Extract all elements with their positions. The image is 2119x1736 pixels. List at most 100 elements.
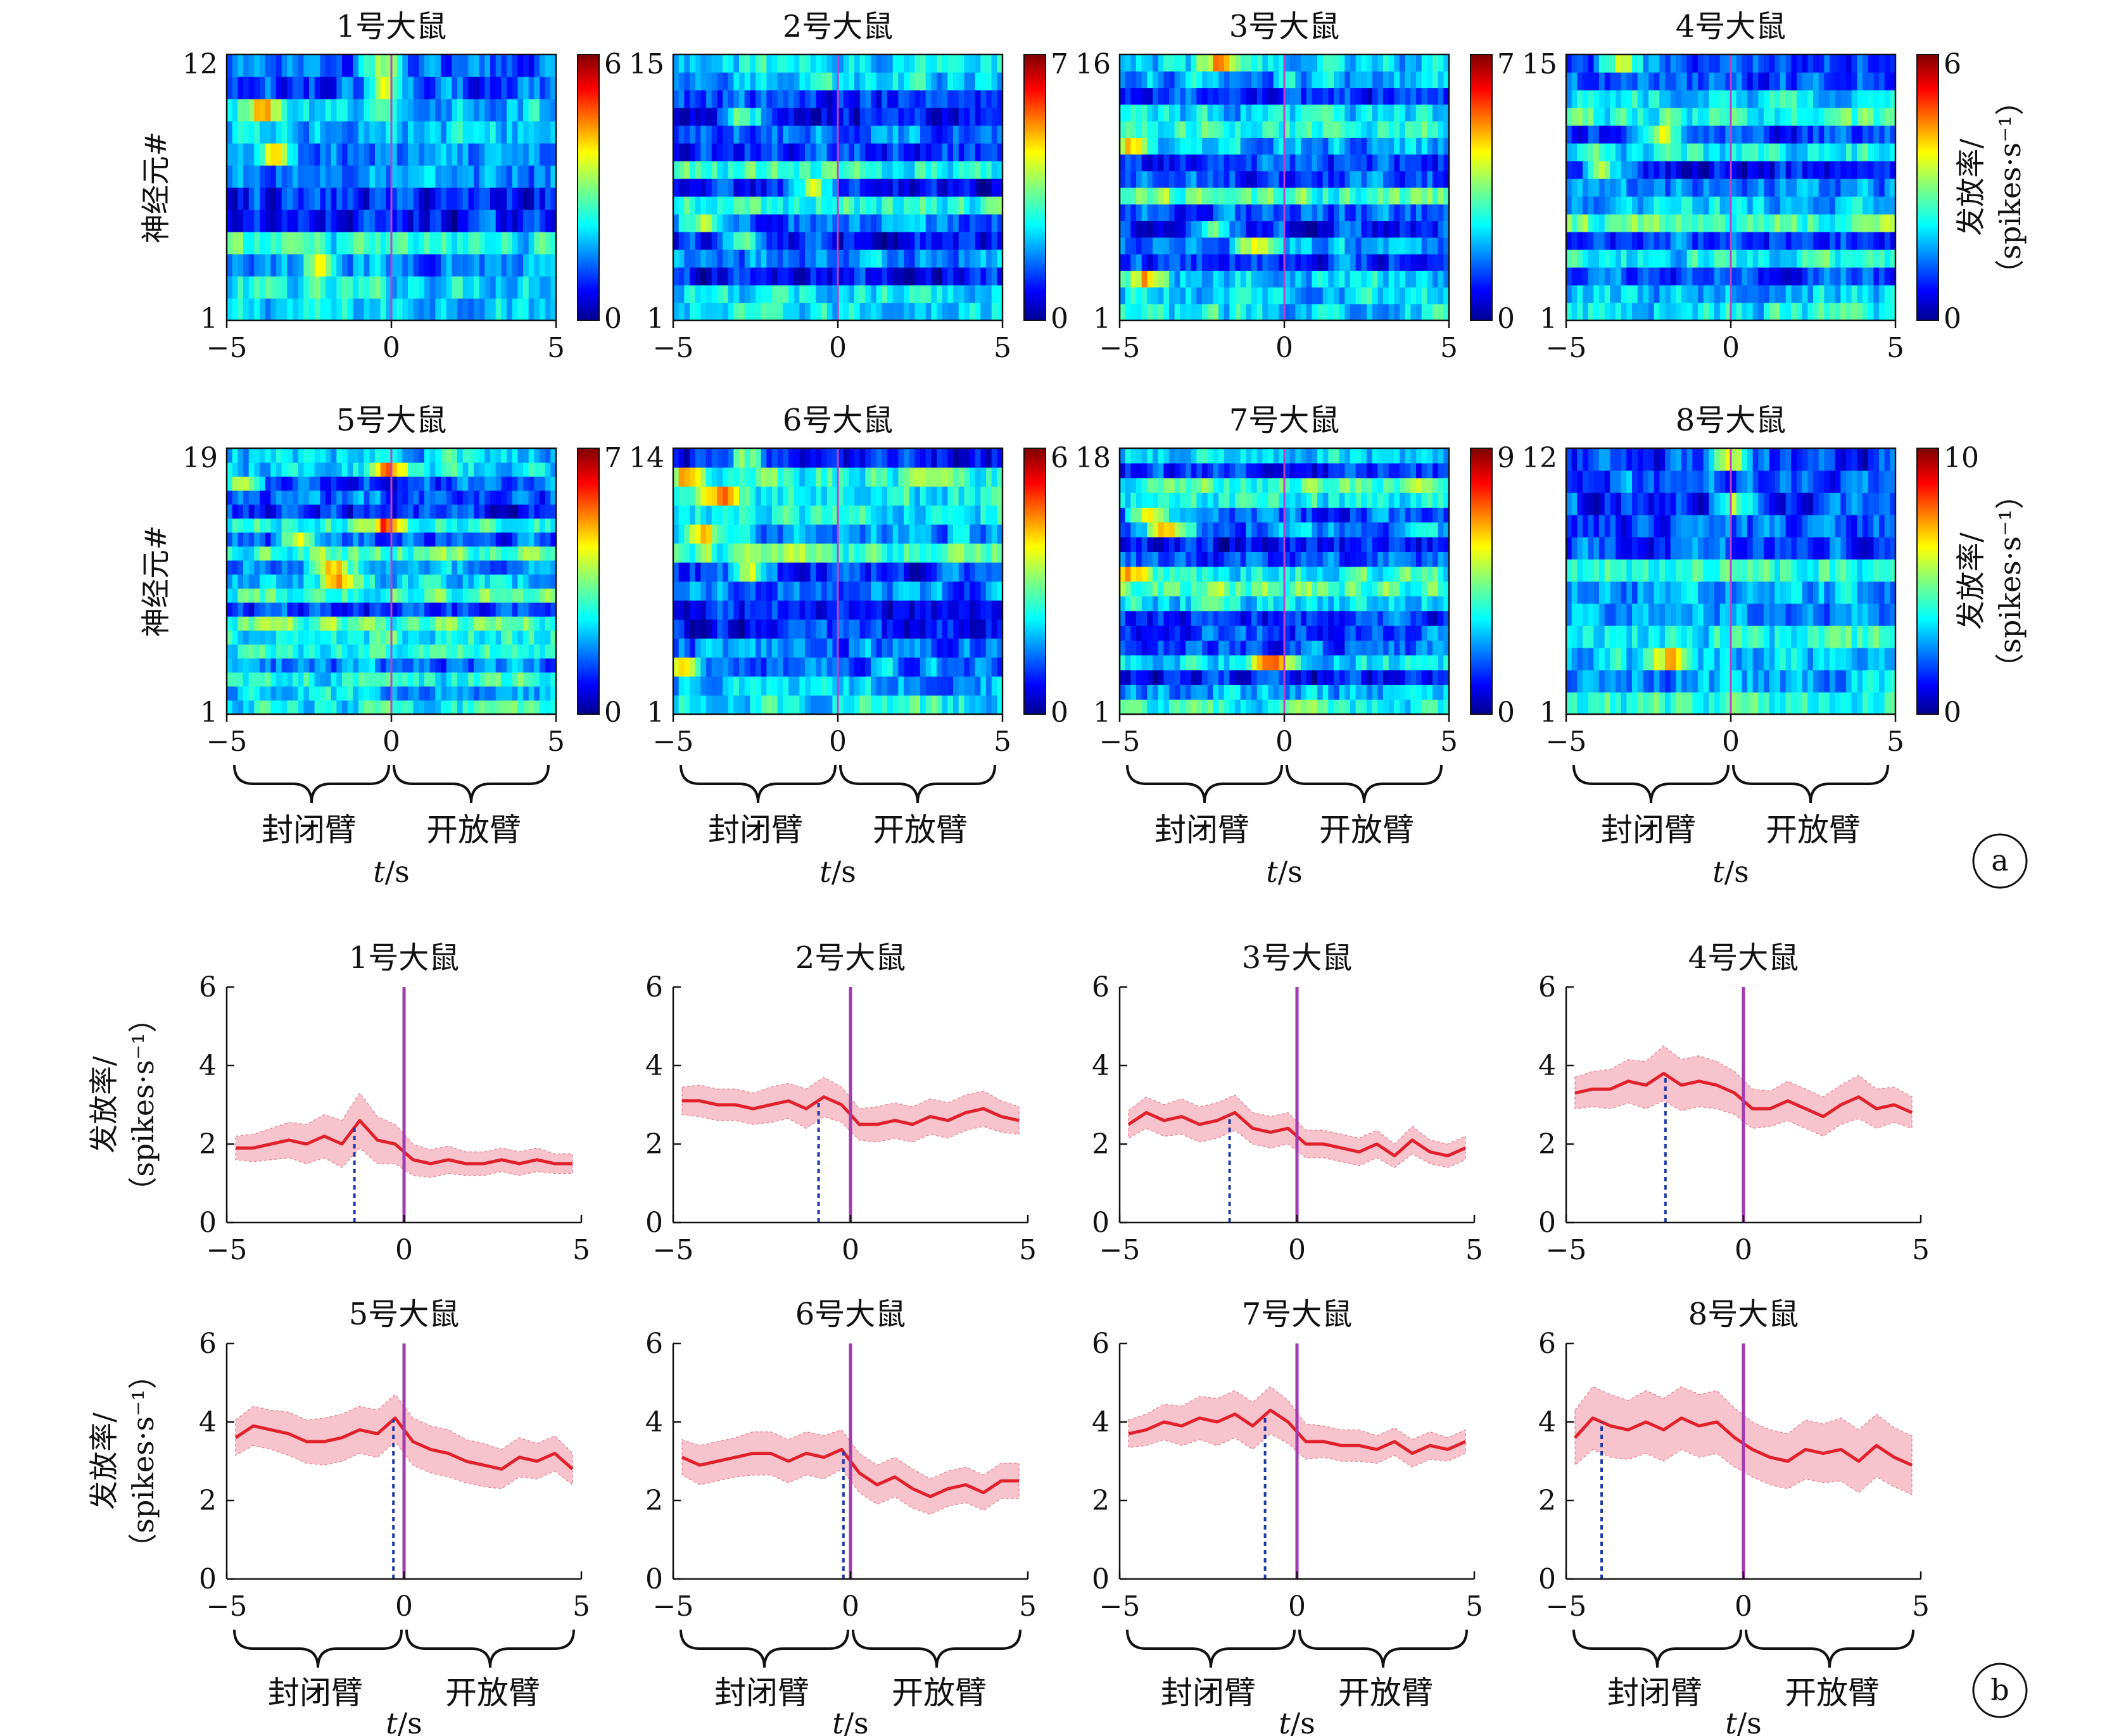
colorbar-min-label: 0 (604, 696, 622, 729)
heatmap-cell (474, 462, 480, 477)
heatmap-cell (457, 276, 464, 299)
heatmap-cell (838, 657, 844, 677)
heatmap-cell (805, 285, 811, 303)
heatmap-cell (1180, 170, 1186, 188)
heatmap-cell (1731, 303, 1737, 321)
heatmap-cell (1785, 143, 1792, 161)
heatmap-cell (1659, 143, 1666, 161)
heatmap-cell (1648, 249, 1655, 268)
heatmap-cell (1807, 232, 1814, 250)
heatmap-cell (540, 588, 546, 603)
heatmap-cell (1163, 170, 1170, 188)
heatmap-cell (1863, 90, 1869, 108)
heatmap-cell (1665, 143, 1671, 161)
heatmap-cell (799, 232, 806, 250)
heatmap-cell (358, 77, 365, 99)
heatmap-cell (545, 99, 551, 122)
heatmap-cell (474, 658, 480, 673)
heatmap-cell (1802, 267, 1808, 286)
heatmap-cell (490, 700, 497, 715)
heatmap-cell (1616, 90, 1622, 108)
heatmap-cell (1818, 303, 1825, 321)
heatmap-cell (523, 574, 529, 589)
heatmap-cell (1388, 87, 1395, 105)
heatmap-cell (673, 267, 680, 286)
heatmap-cell (512, 672, 518, 687)
heatmap-cell (1289, 121, 1296, 138)
heatmap-cell (1405, 270, 1411, 288)
heatmap-cell (838, 303, 844, 321)
heatmap-cell (1752, 125, 1759, 144)
heatmap-cell (1174, 287, 1180, 305)
heatmap-cell (756, 676, 762, 696)
heatmap-cell (1879, 267, 1885, 286)
heatmap-cell (1246, 270, 1252, 288)
heatmap-cell (1169, 54, 1175, 72)
heatmap-cell (248, 490, 255, 505)
heatmap-cell (997, 90, 1003, 108)
heatmap-cell (783, 125, 789, 144)
heatmap-cell (512, 54, 518, 77)
heatmap-cell (1262, 137, 1268, 155)
heatmap-cell (1632, 125, 1638, 144)
heatmap-cell (723, 179, 729, 197)
heatmap-cell (540, 476, 546, 491)
heatmap-cell (309, 121, 315, 144)
heatmap-cell (1884, 161, 1890, 179)
heatmap-cell (826, 638, 833, 658)
heatmap-cell (468, 448, 474, 463)
heatmap-cell (1868, 303, 1874, 321)
heatmap-cell (1289, 71, 1296, 89)
heatmap-cell (1207, 237, 1213, 255)
heatmap-cell (320, 54, 326, 77)
heatmap-cell (1758, 90, 1764, 108)
heatmap-cell (474, 616, 480, 631)
heatmap-cell (243, 99, 250, 122)
heatmap-cell (369, 298, 376, 321)
heatmap-cell (457, 686, 464, 701)
heatmap-cell (849, 196, 855, 215)
heatmap-cell (375, 602, 381, 617)
heatmap-cell (287, 298, 293, 321)
heatmap-cell (287, 187, 293, 210)
heatmap-cell (1610, 90, 1616, 108)
heatmap-cell (495, 602, 502, 617)
heatmap-cell (375, 616, 381, 631)
heatmap-cell (816, 232, 822, 250)
heatmap-cell (1130, 303, 1137, 321)
heatmap-cell (1229, 303, 1236, 321)
heatmap-cell (1240, 187, 1246, 204)
heatmap-cell (1224, 121, 1230, 138)
heatmap-cell (717, 161, 723, 179)
heatmap-cell (314, 574, 320, 589)
heatmap-cell (1785, 179, 1792, 197)
heatmap-cell (1654, 161, 1660, 179)
heatmap-cell (1312, 204, 1318, 222)
heatmap-cell (336, 54, 343, 77)
heatmap-cell (783, 179, 789, 197)
heatmap-cell (1334, 204, 1340, 222)
heatmap-cell (1632, 90, 1638, 108)
heatmap-cell (849, 214, 855, 232)
heatmap-cell (254, 276, 260, 299)
heatmap-cell (419, 187, 425, 210)
heatmap-cell (1879, 90, 1885, 108)
heatmap-cell (1714, 125, 1721, 144)
heatmap-cell (457, 546, 464, 561)
heatmap-cell (1235, 71, 1241, 89)
open-arm-label: 开放臂 (426, 812, 521, 848)
heatmap-cell (1873, 108, 1880, 126)
heatmap-cell (237, 143, 244, 166)
heatmap-cell (265, 602, 271, 617)
heatmap-cell (1163, 287, 1170, 305)
heatmap-cell (408, 644, 414, 659)
heatmap-cell (1240, 71, 1246, 89)
heatmap-cell (887, 657, 894, 677)
heatmap-cell (1400, 303, 1406, 321)
heatmap-cell (1383, 104, 1389, 122)
heatmap-cell (1626, 108, 1633, 126)
heatmap-cell (1218, 154, 1225, 172)
heatmap-cell (528, 187, 534, 210)
heatmap-cell (1851, 143, 1857, 161)
heatmap-cell (413, 77, 419, 99)
